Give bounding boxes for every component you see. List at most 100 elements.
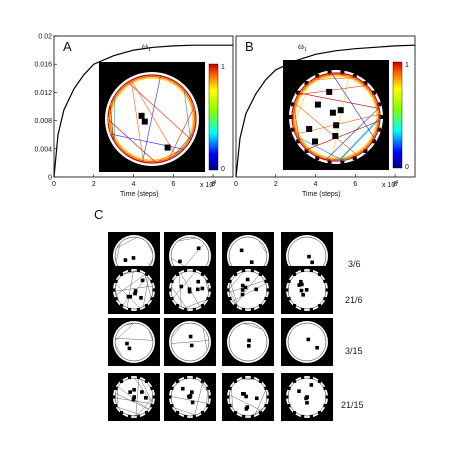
panel-c-cell-2-2-wall-block-11: [192, 268, 197, 273]
panel-c-cell-2-3-trajectory-0: [235, 274, 260, 305]
panel-b-trajectory-3: [296, 136, 344, 161]
panel-b-trajectory-9: [292, 81, 311, 128]
panel-b-wall-block-1: [377, 127, 382, 132]
panel-a-trajectory-7: [107, 119, 157, 164]
panel-c-cell-3-1-arena: [113, 321, 155, 363]
panel-c-cell-2-4-wall-block-2: [317, 304, 322, 308]
panel-c-cell-4-1-wall-block-8: [114, 386, 118, 390]
panel-a-xtick-label-0: 0: [52, 181, 56, 188]
panel-c-cell-4-4-wall-block-12: [317, 379, 322, 383]
panel-c-cell-2-4-wall-block-3: [309, 307, 314, 312]
panel-c-cell-2-3-obstacle-1: [240, 292, 245, 297]
panel-c-cell-2-1-wall-block-5: [119, 304, 124, 308]
panel-b-wall-block-9: [296, 139, 301, 144]
panel-b-wall-block-10: [290, 127, 295, 132]
panel-c-cell-2-1-obstacle-1: [126, 294, 131, 299]
panel-c-cell-1-4-obstacle-1: [310, 260, 314, 265]
panel-b-trajectory-2: [331, 74, 350, 161]
panel-c-cell-4-4-obstacle-5: [309, 383, 314, 387]
panel-c-cell-2-3-wall-block-12: [258, 272, 263, 276]
panel-c-cell-4-1-trajectory-3: [117, 406, 141, 416]
panel-c-cell-2-2-wall-block-3: [192, 307, 197, 312]
panel-c-cell-2-2-wall-block-8: [170, 279, 174, 283]
panel-c-cell-4-1-obstacle-4: [128, 390, 132, 394]
panel-a-ytick-label-4: 0.016: [34, 62, 52, 69]
panel-c-cell-4-2-wall-block-1: [206, 404, 210, 408]
panel-a-inset: 10: [99, 62, 225, 173]
panel-c-cell-2-1-obstacle-4: [133, 289, 138, 293]
panel-a-trajectory-5: [142, 75, 161, 163]
panel-b-obstacle-2: [333, 122, 340, 129]
panel-c-cell-4-3-trajectory-3: [242, 378, 256, 380]
panel-c-cell-4-4-wall-block-7: [285, 395, 289, 399]
panel-c-cell-4-2-obstacle-3: [180, 386, 185, 391]
panel-c-cell-2-3-obstacle-0: [243, 285, 248, 290]
panel-c-cell-2-2-wall-block-4: [183, 307, 188, 312]
panel-c-cell-4-3-wall-block-7: [226, 395, 230, 399]
panel-c-cell-4-3-trajectory-2: [229, 394, 262, 411]
panel-b-wall-block-19: [363, 80, 368, 85]
panel-b-obstacle-7: [312, 138, 319, 145]
panel-c-cell-2-4-wall-block-0: [325, 288, 329, 292]
panel-c-cell-2-4-wall-block-13: [323, 279, 327, 283]
panel-c-cell-2-2-trajectory-1: [171, 286, 188, 309]
panel-b-wall-block-18: [352, 74, 357, 79]
panel-c-cell-1-1-obstacle-1: [123, 258, 128, 262]
panel-b-xtick-label-4: 8: [393, 181, 397, 188]
panel-c-cell-3-3-obstacle-0: [247, 338, 251, 343]
panel-c-cell-3-2-orbit: [170, 322, 210, 362]
panel-c-cell-4-2: [164, 373, 216, 421]
panel-c-cell-4-2-trajectory-1: [194, 382, 203, 416]
panel-c-cell-2-1-wall-block-7: [112, 288, 116, 292]
panel-c-cell-4-3-wall-block-4: [241, 414, 246, 419]
panel-a-ytick-label-0: 0: [48, 175, 52, 182]
panel-c-cell-2-1-obstacle-2: [128, 294, 133, 299]
panel-a-trajectory-14: [109, 105, 114, 141]
panel-c-cell-4-2-trajectory-6: [174, 379, 182, 387]
panel-c-cell-4-3-wall-block-13: [264, 386, 268, 390]
panel-b-frame: [235, 35, 416, 178]
panel-a-obstacle-2: [138, 112, 145, 119]
panel-a-frame: [53, 35, 234, 178]
panel-c-cell-4-3-wall-block-5: [233, 411, 238, 415]
panel-b-colorbar-min: 0: [405, 164, 409, 171]
panel-b-xlabel: Time (steps): [302, 191, 341, 198]
panel-b-wall-block-11: [289, 115, 293, 119]
panel-c-cell-4-3-wall-block-8: [228, 386, 232, 390]
panel-c-cell-4-2-wall-block-8: [170, 386, 174, 390]
panel-c-cell-2-1-wall-block-10: [127, 268, 132, 273]
panel-b-obstacle-6: [306, 125, 313, 132]
panel-c-cell-4-1-trajectory-1: [135, 378, 140, 416]
panel-c-cell-2-4-wall-block-5: [292, 304, 297, 308]
panel-b-omega-label: ω1: [298, 41, 307, 53]
panel-c-cell-2-4-wall-block-6: [287, 297, 291, 301]
panel-c-cell-4-2-trajectory-3: [170, 396, 208, 404]
panel-b-xtick-label-0: 0: [234, 181, 238, 188]
panel-c-cell-3-3-orbit: [228, 322, 268, 362]
panel-c-cell-4-3-trajectory-4: [250, 407, 264, 417]
panel-c-cell-4-3: [222, 373, 274, 421]
panel-a-trajectory-9: [107, 102, 112, 123]
panel-c-cell-4-2-wall-block-12: [200, 379, 205, 383]
panel-a-ytick-label-2: 0.008: [34, 118, 52, 125]
panel-c-cell-4-4-wall-block-5: [292, 411, 297, 415]
panel-c-cell-4-1-trajectory-7: [117, 386, 119, 407]
panel-a-obstacle-1: [141, 118, 148, 125]
panel-c-cell-4-1-wall-block-1: [150, 404, 154, 408]
row-label-1: 3/6: [348, 259, 361, 269]
panel-c-cell-4-1-trajectory-4: [130, 414, 141, 416]
panel-c-cell-4-1-wall-block-2: [144, 411, 149, 415]
panel-c-cell-2-1-wall-block-3: [136, 307, 141, 312]
panel-c-cell-2-3-trajectory-4: [230, 282, 238, 306]
panel-a-colorbar: [208, 63, 219, 171]
panel-c-cell-2-4-wall-block-11: [309, 268, 314, 273]
panel-c-cell-2-1-trajectory-8: [144, 274, 152, 299]
panel-c-cell-4-4-wall-block-8: [287, 386, 291, 390]
panel-c-cell-2-2-trajectory-2: [197, 306, 200, 308]
panel-c-cell-2-1-trajectory-4: [126, 270, 134, 308]
panel-c-cell-4-4-obstacle-4: [305, 395, 309, 399]
panel-c-cell-2-2-wall-block-2: [200, 304, 205, 308]
panel-c-cell-3-2-trajectory-0: [171, 324, 183, 338]
panel-c-cell-3-2-trajectory-1: [202, 328, 208, 351]
panel-c-cell-2-3-obstacle-4: [254, 287, 259, 292]
